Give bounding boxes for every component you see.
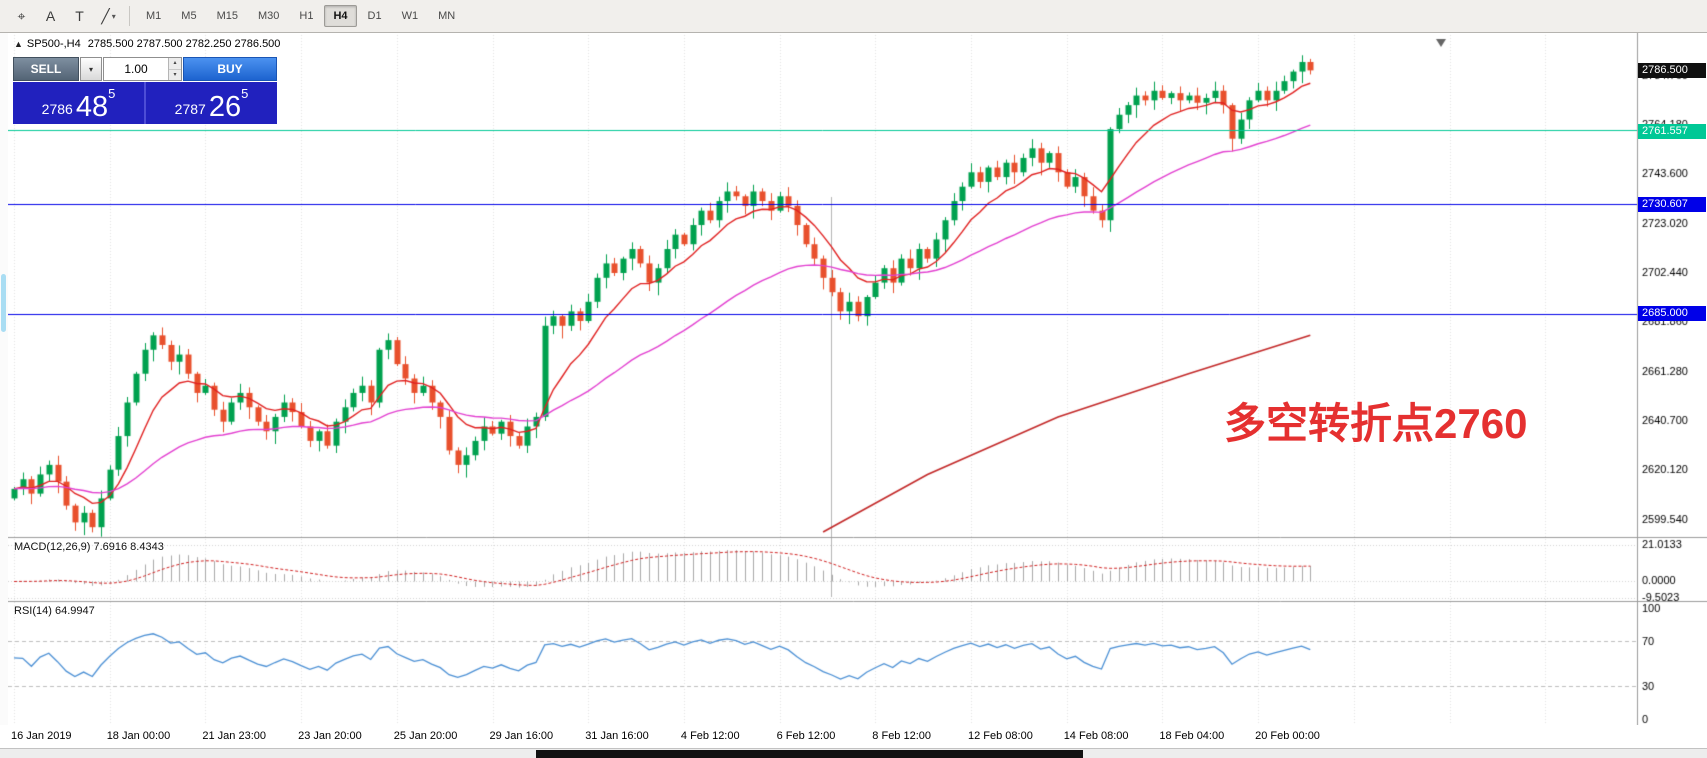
time-axis-label: 14 Feb 08:00: [1063, 730, 1129, 742]
price-divider: [144, 82, 146, 124]
timeframe-button-h4[interactable]: H4: [324, 5, 357, 27]
rsi-indicator-label: RSI(14) 64.9947: [14, 605, 95, 617]
text-box-tool-icon: T: [75, 8, 84, 24]
text-box-tool-button[interactable]: T: [66, 4, 93, 28]
scrollbar-thumb[interactable]: [536, 750, 1083, 758]
volume-field: ▴ ▾: [103, 57, 182, 81]
volume-input[interactable]: [104, 58, 181, 80]
time-axis-label: 20 Feb 00:00: [1255, 730, 1320, 742]
collapse-arrow-icon[interactable]: ▲: [14, 39, 23, 49]
shapes-tool-button[interactable]: ╱ ▾: [95, 4, 122, 28]
time-axis-label: 25 Jan 20:00: [393, 730, 458, 742]
sell-price-pips: 48: [75, 91, 109, 123]
time-axis-label: 6 Feb 12:00: [776, 730, 836, 742]
chart-annotation-text[interactable]: 多空转折点2760: [1224, 400, 1528, 447]
shapes-tool-icon: ╱: [101, 7, 110, 24]
horizontal-scrollbar[interactable]: [0, 748, 1707, 758]
macd-indicator-label: MACD(12,26,9) 7.6916 8.4343: [14, 541, 164, 553]
level-price-badge-green[interactable]: 2761.557: [1638, 124, 1706, 139]
buy-button[interactable]: BUY: [183, 57, 277, 81]
left-dock-strip: [0, 33, 8, 725]
timeframe-button-m5[interactable]: M5: [172, 5, 205, 27]
timeframe-button-m30[interactable]: M30: [249, 5, 288, 27]
tool-group: ⌖ A T ╱ ▾: [8, 4, 122, 28]
time-axis-label: 18 Jan 00:00: [106, 730, 171, 742]
caret-down-icon: ▾: [173, 71, 177, 78]
time-axis-label: 31 Jan 16:00: [585, 730, 649, 742]
chart-header: ▲ SP500-,H4 2785.500 2787.500 2782.250 278…: [14, 38, 280, 50]
volume-spinner: ▴ ▾: [168, 58, 181, 80]
caret-up-icon: ▴: [173, 60, 177, 67]
caret-down-icon: ▾: [88, 64, 93, 74]
volume-increase-button[interactable]: ▴: [169, 58, 181, 70]
volume-dropdown-button[interactable]: ▾: [80, 57, 102, 81]
time-axis-label: 12 Feb 08:00: [968, 730, 1033, 742]
time-axis-label: 16 Jan 2019: [11, 730, 72, 742]
volume-decrease-button[interactable]: ▾: [169, 69, 181, 80]
time-axis-label: 18 Feb 04:00: [1159, 730, 1225, 742]
chart-ohlc-values: 2785.500 2787.500 2782.250 2786.500: [87, 38, 281, 50]
sell-button[interactable]: SELL: [13, 57, 79, 81]
timeframe-button-m15[interactable]: M15: [208, 5, 247, 27]
timeframe-button-w1[interactable]: W1: [393, 5, 428, 27]
crosshair-tool-icon: ⌖: [17, 7, 26, 24]
current-price-badge: 2786.500: [1638, 63, 1706, 78]
time-axis-label: 8 Feb 12:00: [872, 730, 932, 742]
timeframe-button-h1[interactable]: H1: [290, 5, 322, 27]
bid-ask-display: 2786 48 5 2787 26 5: [13, 82, 277, 124]
sell-price-main: 2786: [41, 101, 73, 117]
buy-price-main: 2787: [174, 101, 206, 117]
time-axis-label: 4 Feb 12:00: [680, 730, 740, 742]
timeframe-group: M1 M5 M15 M30 H1 H4 D1 W1 MN: [137, 5, 464, 27]
time-axis-label: 29 Jan 16:00: [489, 730, 554, 742]
level-price-badge-blue-lower[interactable]: 2685.000: [1638, 306, 1706, 321]
timeframe-button-d1[interactable]: D1: [359, 5, 391, 27]
crosshair-tool-button[interactable]: ⌖: [8, 4, 35, 28]
time-axis: 16 Jan 2019 18 Jan 00:00 21 Jan 23:00 23 Ja…: [0, 725, 1707, 748]
buy-price[interactable]: 2787 26 5: [146, 82, 277, 124]
level-price-badge-blue-upper[interactable]: 2730.607: [1638, 197, 1706, 212]
sell-price[interactable]: 2786 48 5: [13, 82, 144, 124]
text-label-tool-button[interactable]: A: [37, 4, 64, 28]
timeframe-button-m1[interactable]: M1: [137, 5, 170, 27]
toolbar-separator: [129, 6, 130, 26]
time-axis-label: 23 Jan 20:00: [298, 730, 362, 742]
buy-price-pips: 26: [208, 91, 242, 123]
buy-price-fraction: 5: [241, 86, 249, 101]
text-label-tool-icon: A: [45, 8, 56, 24]
toolbar: ⌖ A T ╱ ▾ M1 M5 M15 M30 H1 H4 D1 W1 MN: [0, 0, 1707, 33]
timeframe-button-mn[interactable]: MN: [429, 5, 464, 27]
left-dock-handle[interactable]: [1, 274, 6, 332]
trade-controls-row: SELL ▾ ▴ ▾ BUY: [13, 57, 277, 81]
sell-price-fraction: 5: [108, 86, 116, 101]
chart-symbol-title: SP500-,H4: [26, 38, 81, 50]
caret-down-icon: ▾: [111, 11, 116, 21]
time-axis-label: 21 Jan 23:00: [202, 730, 267, 742]
